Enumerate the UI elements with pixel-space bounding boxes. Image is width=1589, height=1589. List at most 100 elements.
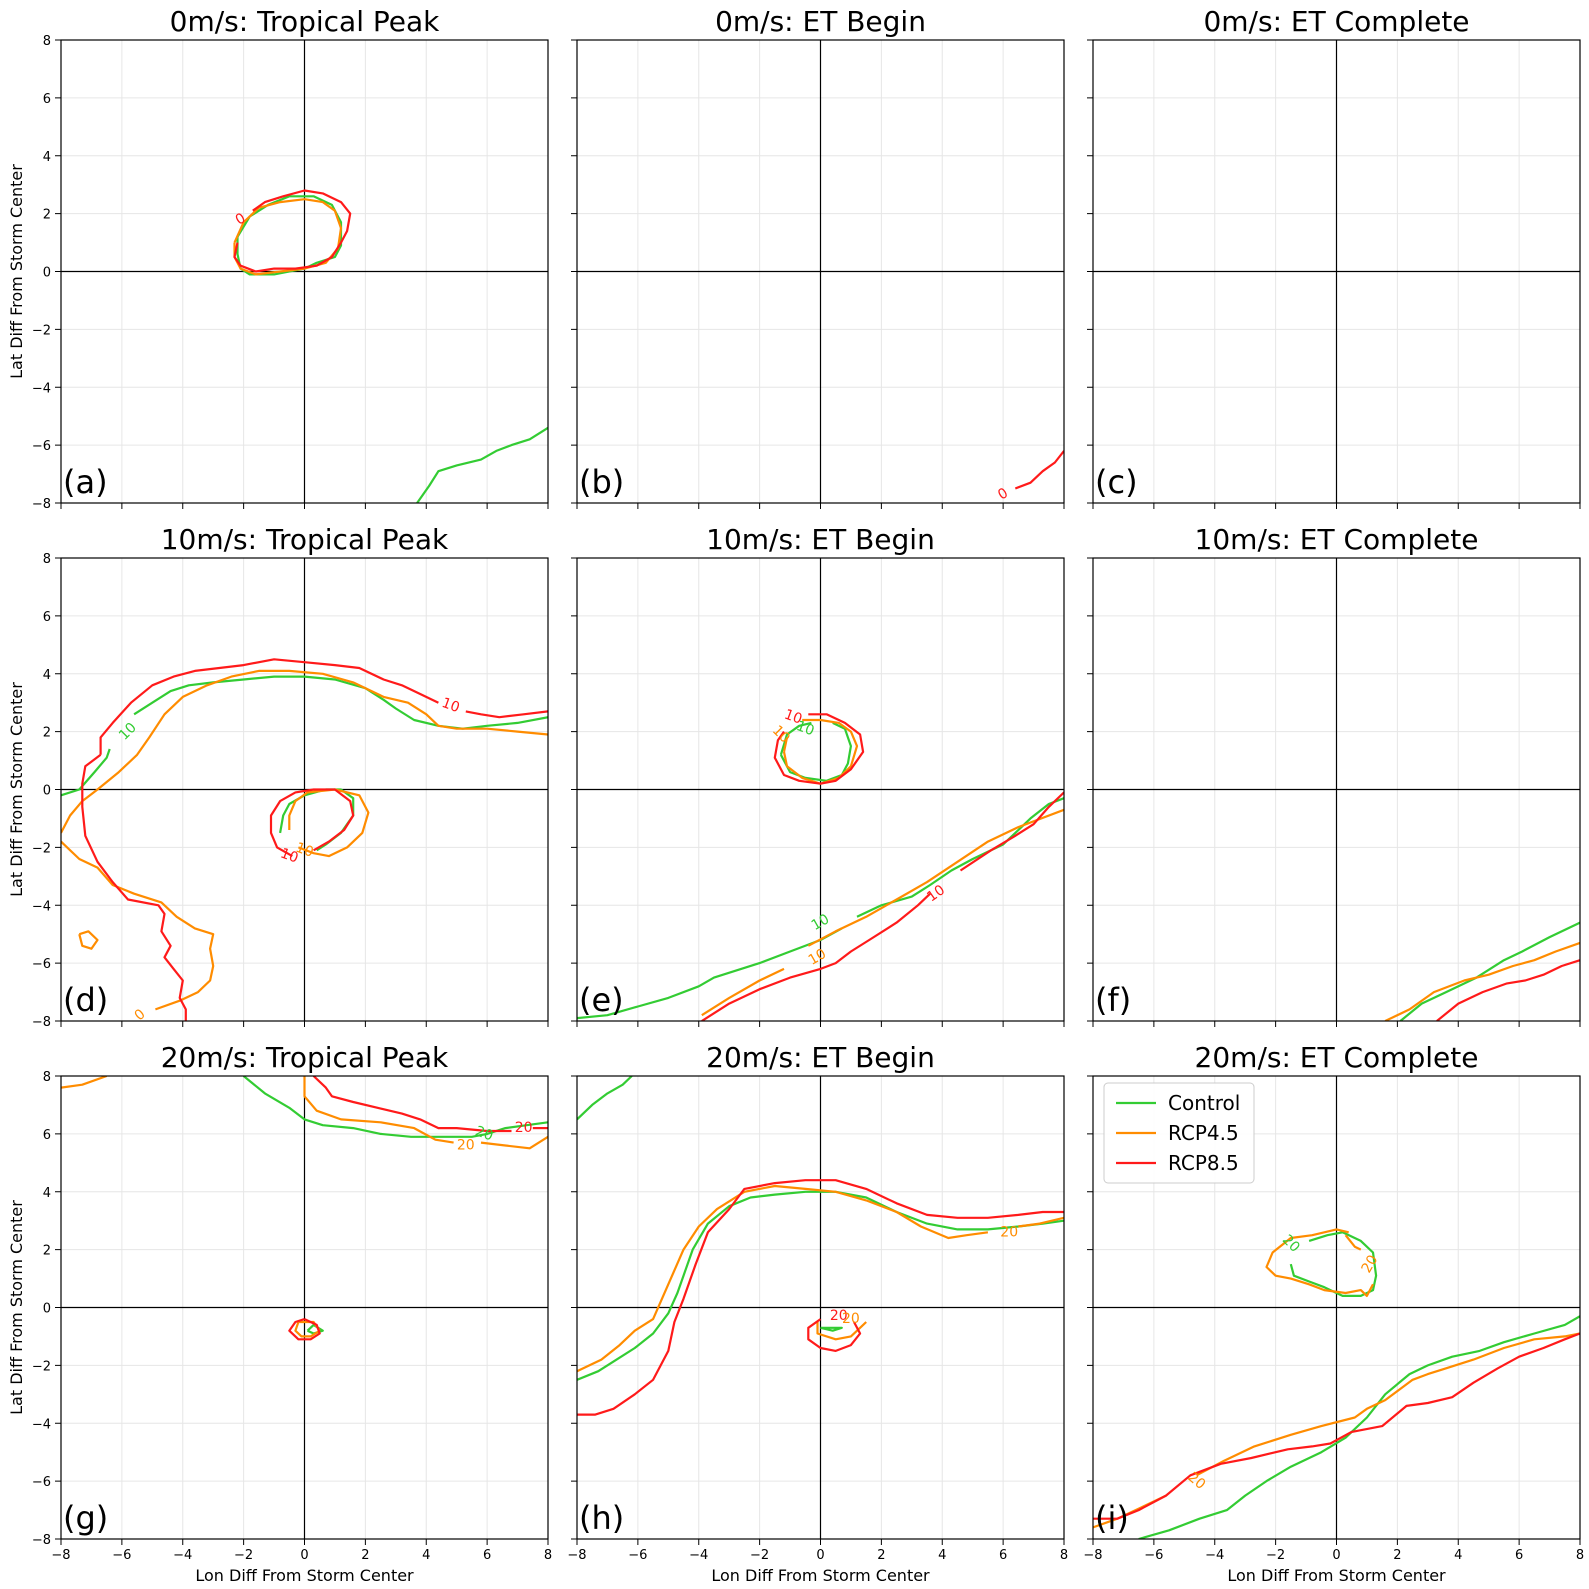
- x-tick-label: −6: [1144, 1548, 1163, 1563]
- x-tick-label: −8: [1083, 1548, 1102, 1563]
- contour-rcp45: [816, 1321, 867, 1341]
- legend-label: RCP8.5: [1168, 1151, 1239, 1175]
- y-tick-label: 2: [43, 1244, 51, 1259]
- y-tick-label: −4: [32, 1417, 51, 1432]
- panel-title: 10m/s: Tropical Peak: [161, 523, 449, 556]
- x-tick-label: −2: [750, 1548, 769, 1563]
- contour-rcp45: [1344, 1234, 1362, 1251]
- contour-control: [577, 1190, 1064, 1381]
- contour-control: [1399, 921, 1580, 1021]
- contour-rcp85: [269, 788, 355, 858]
- contour-rcp45: [1265, 1228, 1374, 1297]
- x-tick-label: −6: [112, 1548, 131, 1563]
- y-tick-label: −6: [32, 1475, 51, 1490]
- contour-rcp45: [61, 669, 548, 834]
- panel-title: 20m/s: Tropical Peak: [161, 1041, 449, 1074]
- x-tick-label: 2: [1393, 1548, 1401, 1563]
- y-tick-label: 6: [43, 1128, 51, 1143]
- contour-rcp85: [312, 1076, 512, 1133]
- x-tick-label: 8: [1060, 1548, 1068, 1563]
- contour-rcp85: [81, 753, 187, 1021]
- y-tick-label: −2: [32, 323, 51, 338]
- x-tick-label: −8: [567, 1548, 586, 1563]
- contour-rcp85: [1093, 1332, 1580, 1520]
- contour-rcp85: [959, 791, 1064, 872]
- contour-rcp45: [480, 1135, 548, 1150]
- legend-label: RCP4.5: [1168, 1121, 1239, 1145]
- x-tick-label: −8: [51, 1548, 70, 1563]
- x-axis-label: Lon Diff From Storm Center: [1227, 1566, 1446, 1585]
- contour-rcp85: [807, 1318, 862, 1352]
- y-tick-label: 6: [43, 610, 51, 625]
- contour-control: [306, 1323, 324, 1335]
- y-tick-label: 8: [43, 34, 51, 49]
- x-tick-label: 0: [1332, 1548, 1340, 1563]
- contour-label: 10: [809, 911, 832, 934]
- panel-title: 10m/s: ET Complete: [1195, 523, 1479, 556]
- y-tick-label: −2: [32, 841, 51, 856]
- y-tick-label: 4: [43, 150, 51, 165]
- panel-label: (h): [579, 1499, 624, 1537]
- panel-title: 20m/s: ET Begin: [706, 1041, 935, 1074]
- x-tick-label: 2: [361, 1548, 369, 1563]
- contour-rcp45: [294, 1320, 321, 1338]
- contour-control: [1289, 1231, 1378, 1297]
- panel-label: (b): [579, 463, 624, 501]
- contour-label: 20: [830, 1308, 848, 1324]
- contour-control: [577, 1076, 633, 1121]
- contour-rcp45: [1018, 1216, 1064, 1228]
- y-tick-label: −6: [32, 957, 51, 972]
- contour-rcp85: [99, 658, 439, 755]
- contour-label: 10: [794, 718, 816, 739]
- panel-f: 10m/s: ET Complete (f): [1087, 523, 1581, 1027]
- contour-rcp45: [288, 788, 370, 858]
- y-tick-label: 2: [43, 726, 51, 741]
- contour-control: [242, 1076, 548, 1138]
- contour-label: 10: [782, 707, 804, 728]
- panel-title: 20m/s: ET Complete: [1195, 1041, 1479, 1074]
- contour-rcp45: [233, 198, 343, 276]
- panel-label: (e): [579, 981, 624, 1019]
- contour-control: [1138, 1315, 1580, 1539]
- y-tick-label: −4: [32, 899, 51, 914]
- panel-label: (a): [63, 463, 108, 501]
- panel-label: (g): [63, 1499, 108, 1537]
- contour-label: 10: [293, 840, 315, 861]
- y-axis-label: Lat Diff From Storm Center: [7, 1200, 26, 1415]
- y-tick-label: 4: [43, 1186, 51, 1201]
- y-tick-label: 8: [43, 552, 51, 567]
- panel-label: (i): [1095, 1499, 1129, 1537]
- x-tick-label: −4: [173, 1548, 192, 1563]
- y-tick-label: 0: [43, 1302, 51, 1317]
- contour-rcp45: [782, 737, 789, 753]
- contour-label: 20: [515, 1120, 533, 1136]
- contour-rcp45: [577, 1184, 989, 1373]
- y-tick-label: −6: [32, 439, 51, 454]
- contour-rcp85: [701, 892, 931, 1021]
- contour-rcp85: [288, 1318, 321, 1341]
- y-axis-label: Lat Diff From Storm Center: [7, 164, 26, 379]
- contour-rcp85: [1436, 959, 1580, 1021]
- y-tick-label: −8: [32, 497, 51, 512]
- contour-rcp85: [577, 1179, 1064, 1416]
- x-tick-label: −6: [628, 1548, 647, 1563]
- contour-control: [416, 426, 548, 503]
- x-tick-label: −4: [689, 1548, 708, 1563]
- y-tick-label: −4: [32, 381, 51, 396]
- y-tick-label: 8: [43, 1070, 51, 1085]
- y-tick-label: 0: [43, 784, 51, 799]
- y-tick-label: 2: [43, 208, 51, 223]
- contour-rcp45: [61, 1076, 108, 1089]
- contour-rcp45: [303, 1076, 454, 1144]
- panel-title: 0m/s: ET Complete: [1203, 5, 1469, 38]
- panel-label: (c): [1095, 463, 1138, 501]
- contour-control: [820, 1326, 843, 1332]
- x-tick-label: 0: [300, 1548, 308, 1563]
